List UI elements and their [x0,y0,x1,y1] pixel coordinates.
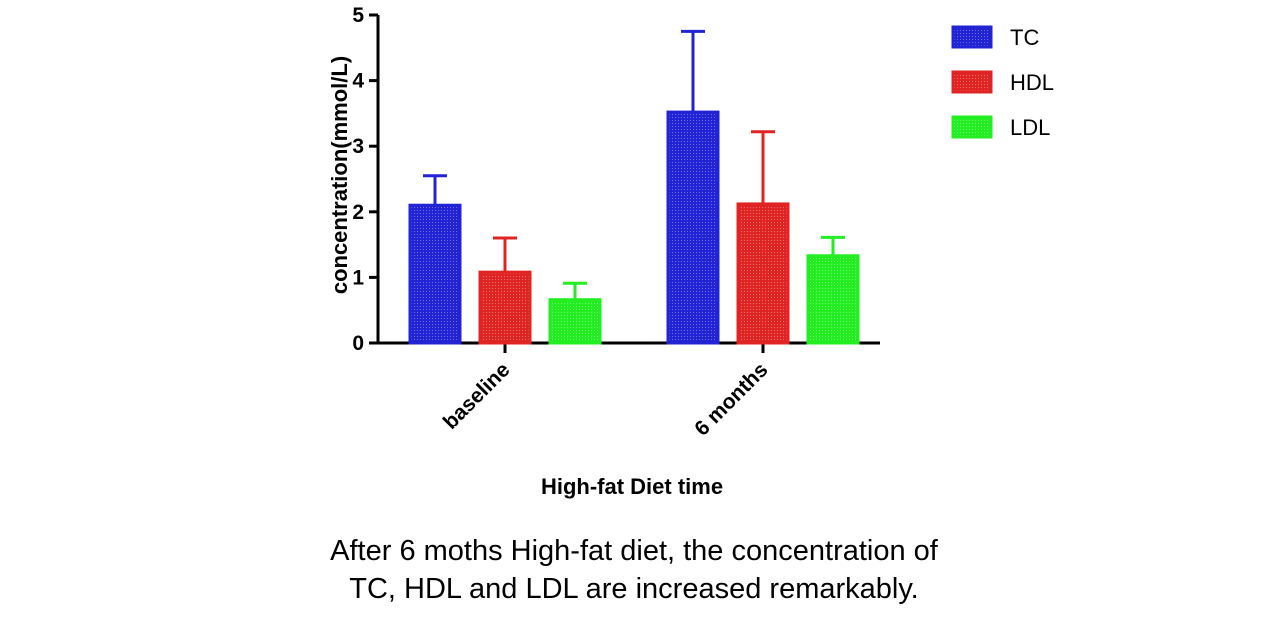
bar-chart: 0 1 2 3 4 5 baseline 6 months TC HDL LDL concent… [327,4,1054,499]
legend-swatch-hdl [951,70,993,94]
legend: TC HDL LDL [951,25,1054,140]
figure-caption: After 6 moths High-fat diet, the concent… [0,532,1268,608]
legend-label-hdl: HDL [1010,70,1054,95]
x-tick-label: 6 months [690,358,772,440]
legend-swatch-tc [951,25,993,49]
y-axis: 0 1 2 3 4 5 [352,4,380,355]
legend-label-tc: TC [1010,25,1039,50]
bar-tc-0 [408,203,462,345]
y-tick-label: 3 [352,135,364,158]
y-tick-label: 5 [352,4,364,27]
y-tick-label: 2 [352,201,364,224]
caption-line-2: TC, HDL and LDL are increased remarkably… [349,573,919,605]
bar-ldl-1 [806,254,860,345]
bar-hdl-1 [736,202,790,345]
x-tick-label: baseline [439,358,515,434]
legend-swatch-ldl [951,115,993,139]
caption-line-1: After 6 moths High-fat diet, the concent… [330,535,938,567]
bar-hdl-0 [478,270,532,345]
y-tick-label: 1 [352,266,364,289]
x-axis-title: High-fat Diet time [541,474,723,499]
y-tick-label: 0 [352,332,364,355]
bar-tc-1 [666,110,720,345]
x-axis: baseline 6 months [377,341,880,441]
bar-ldl-0 [548,298,602,345]
bars [408,29,860,345]
y-axis-title: concentration(mmol/L) [327,56,352,294]
legend-label-ldl: LDL [1010,115,1050,140]
y-tick-label: 4 [352,70,364,93]
